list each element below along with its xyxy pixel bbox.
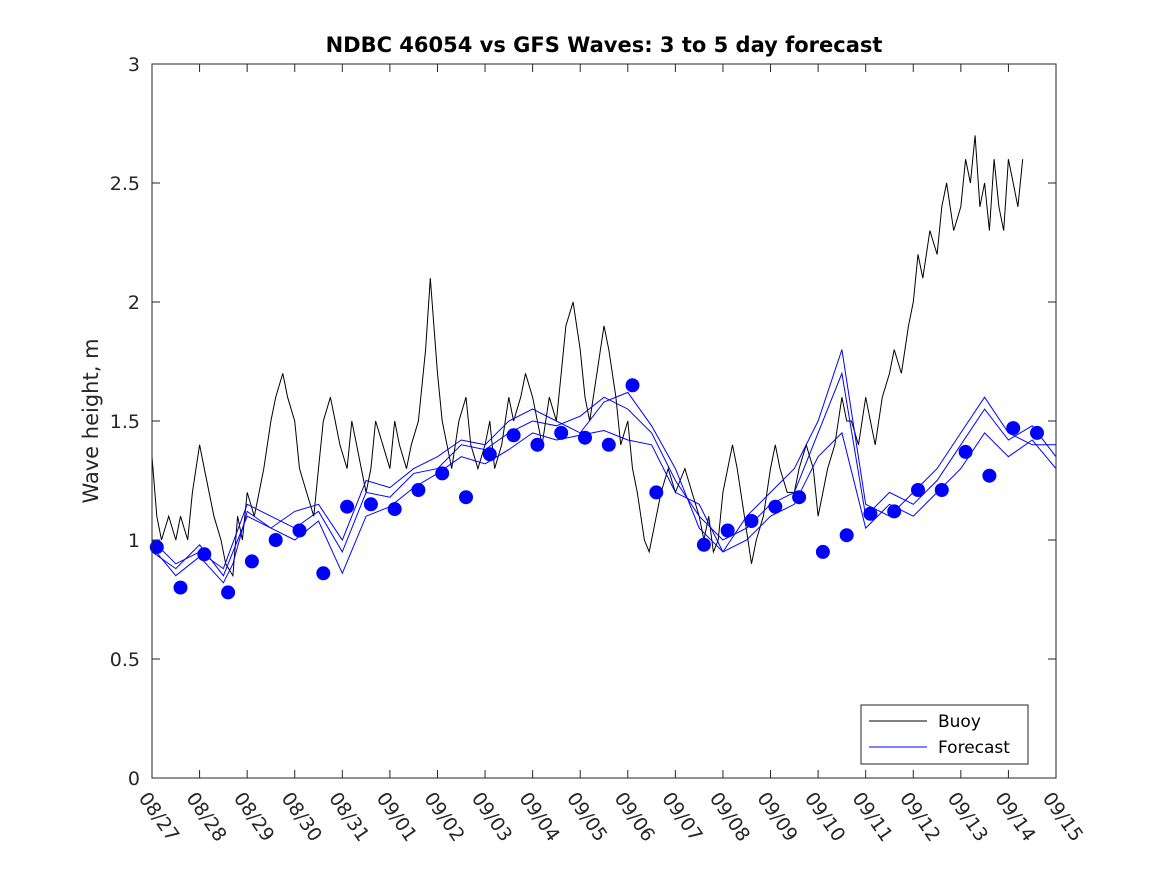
forecast-marker bbox=[340, 499, 355, 514]
forecast-marker bbox=[649, 485, 664, 500]
forecast-marker bbox=[292, 523, 307, 538]
legend: Buoy Forecast bbox=[860, 704, 1029, 765]
forecast-marker bbox=[435, 466, 450, 481]
forecast-marker bbox=[363, 497, 378, 512]
forecast-marker bbox=[887, 504, 902, 519]
forecast-marker bbox=[506, 428, 521, 443]
forecast-marker bbox=[387, 502, 402, 517]
forecast-marker bbox=[411, 483, 426, 497]
forecast-marker bbox=[792, 490, 807, 505]
y-tick-label: 0.5 bbox=[110, 649, 140, 671]
forecast-marker bbox=[839, 528, 854, 543]
forecast-marker bbox=[316, 566, 331, 581]
forecast-marker bbox=[530, 437, 545, 452]
forecast-marker bbox=[958, 444, 973, 459]
forecast-marker bbox=[459, 490, 473, 505]
forecast-marker bbox=[149, 540, 164, 555]
marker-layer bbox=[149, 378, 1044, 600]
forecast-marker bbox=[744, 514, 759, 528]
y-tick-label: 1 bbox=[128, 530, 140, 552]
forecast-marker bbox=[601, 437, 616, 452]
legend-buoy-label: Buoy bbox=[938, 712, 981, 732]
forecast-marker bbox=[934, 483, 949, 497]
forecast-marker bbox=[173, 580, 188, 595]
y-tick-label: 3 bbox=[128, 54, 140, 76]
forecast-marker bbox=[244, 554, 259, 569]
plot-area bbox=[152, 64, 1056, 778]
forecast-marker bbox=[815, 544, 830, 559]
legend-forecast-label: Forecast bbox=[938, 738, 1010, 758]
forecast-marker bbox=[982, 468, 997, 483]
forecast-series-line-3 bbox=[151, 349, 1056, 577]
y-axis-ticks: 0 0.5 1 1.5 2 2.5 3 bbox=[110, 54, 1056, 790]
forecast-marker bbox=[197, 547, 212, 562]
axes-box bbox=[151, 63, 1057, 779]
y-tick-label: 2 bbox=[128, 292, 140, 314]
forecast-marker bbox=[221, 585, 236, 600]
forecast-marker bbox=[911, 483, 925, 497]
forecast-marker bbox=[482, 447, 497, 462]
forecast-series-line-1 bbox=[151, 429, 1057, 584]
forecast-marker bbox=[578, 430, 592, 445]
forecast-marker bbox=[268, 533, 283, 547]
forecast-marker bbox=[1030, 425, 1044, 440]
y-tick-label: 1.5 bbox=[110, 411, 140, 433]
y-tick-label: 2.5 bbox=[110, 173, 140, 195]
forecast-marker bbox=[1006, 421, 1021, 436]
forecast-marker bbox=[768, 499, 783, 514]
forecast-marker bbox=[625, 378, 640, 393]
forecast-marker bbox=[554, 425, 569, 440]
legend-box bbox=[860, 704, 1029, 765]
forecast-marker bbox=[863, 506, 878, 521]
forecast-marker bbox=[696, 537, 711, 552]
chart-title: NDBC 46054 vs GFS Waves: 3 to 5 day fore… bbox=[326, 33, 883, 57]
y-axis-label: Wave height, m bbox=[79, 338, 103, 503]
forecast-marker bbox=[720, 523, 735, 538]
y-tick-label: 0 bbox=[128, 768, 140, 790]
series-layer bbox=[151, 135, 1057, 584]
